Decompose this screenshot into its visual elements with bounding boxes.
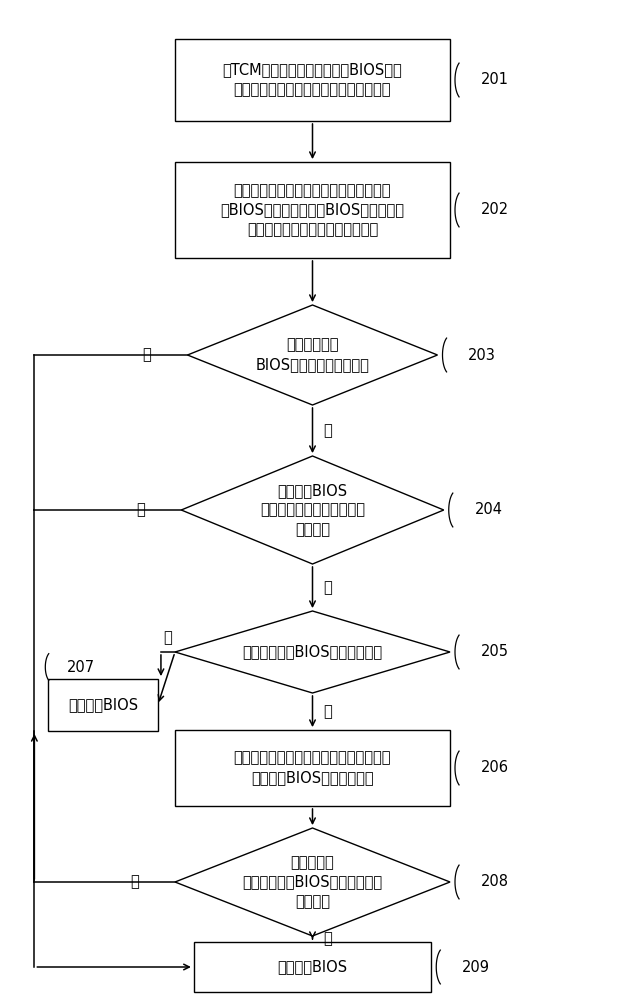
Text: 204: 204 [474, 502, 502, 518]
Text: 205: 205 [481, 645, 509, 660]
Text: 否: 否 [324, 423, 332, 438]
Text: 在本次启动主机时，启动安全校验权限，
对BIOS进行度量，确定BIOS对应的度量
値，并将度量値存入待启动列表中: 在本次启动主机时，启动安全校验权限， 对BIOS进行度量，确定BIOS对应的度量… [221, 183, 404, 237]
Bar [175, 730, 450, 806]
Text: 判断所述BIOS
对应的度量値与可信基准値
是否相同: 判断所述BIOS 对应的度量値与可信基准値 是否相同 [260, 483, 365, 537]
Text: 209: 209 [462, 960, 490, 974]
Polygon shape [175, 611, 450, 693]
Text: 是: 是 [142, 348, 151, 362]
Text: 否: 否 [163, 631, 172, 646]
Text: 207: 207 [67, 660, 95, 674]
Polygon shape [188, 305, 438, 405]
Polygon shape [181, 456, 444, 564]
Text: 是: 是 [324, 704, 332, 719]
Text: 输出授权请求，以使用户根据所述授权请
求，输入BIOS对应的授权码: 输出授权请求，以使用户根据所述授权请 求，输入BIOS对应的授权码 [234, 751, 391, 785]
Text: 正常启动BIOS: 正常启动BIOS [278, 960, 348, 974]
Text: 203: 203 [468, 348, 496, 362]
Bar [194, 942, 431, 992]
Text: 206: 206 [481, 760, 509, 776]
Text: 在TCM中构建待启动列表，将BIOS对应
的可信基准值和特权値存入待启动列表中: 在TCM中构建待启动列表，将BIOS对应 的可信基准值和特权値存入待启动列表中 [222, 63, 402, 97]
Text: 202: 202 [481, 202, 509, 218]
Polygon shape [175, 828, 450, 936]
Text: 否: 否 [130, 874, 139, 890]
Text: 否: 否 [324, 580, 332, 595]
Text: 判断是否存在
BIOS对应的可信启动标志: 判断是否存在 BIOS对应的可信启动标志 [256, 338, 369, 372]
Bar [175, 39, 450, 121]
Text: 判断是否存在BIOS对应的特权値: 判断是否存在BIOS对应的特权値 [242, 645, 382, 660]
Text: 停止启动BIOS: 停止启动BIOS [68, 698, 138, 712]
Text: 是: 是 [136, 502, 145, 518]
Bar [49, 679, 158, 731]
Text: 判断用户输
入的授权码和BIOS对应的授权値
是否相同: 判断用户输 入的授权码和BIOS对应的授权値 是否相同 [242, 855, 382, 909]
Text: 201: 201 [481, 73, 509, 88]
Text: 208: 208 [481, 874, 509, 890]
Bar [175, 162, 450, 258]
Text: 是: 是 [324, 932, 332, 946]
